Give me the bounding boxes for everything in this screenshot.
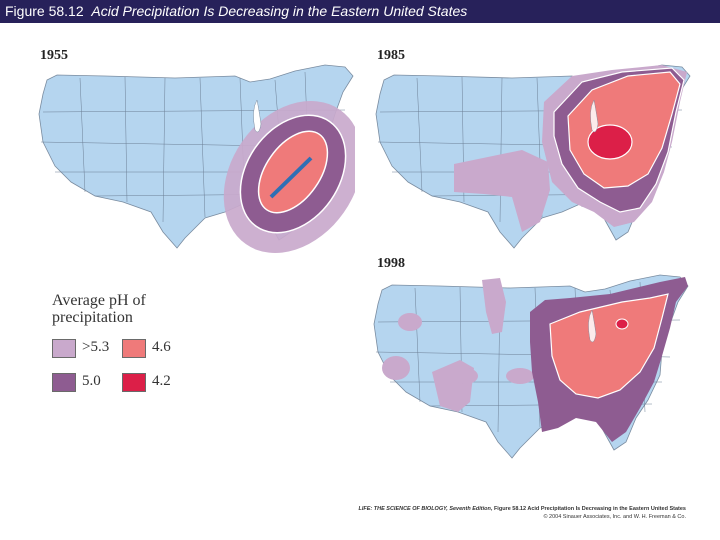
- figure-title: Figure 58.12 Acid Precipitation Is Decre…: [5, 3, 467, 19]
- title-bar: Figure 58.12 Acid Precipitation Is Decre…: [0, 0, 720, 23]
- ph-zone-5.3-blob-d-1998: [454, 368, 478, 384]
- lake-michigan-1985: [590, 99, 599, 133]
- ph-zone-5.3-blob-a-1998: [398, 313, 422, 331]
- map-1998: [373, 274, 689, 459]
- legend-label-4.2: 4.2: [152, 373, 171, 389]
- credit-figure: , Figure 58.12 Acid Precipitation Is Dec…: [490, 506, 686, 512]
- legend-swatch-5.0: [52, 373, 76, 392]
- ph-zone-5.3-blob-b-1998: [382, 356, 410, 380]
- ph-zone-5.3-band-1985: [454, 150, 550, 232]
- legend-label-5.3: >5.3: [82, 339, 110, 355]
- ph-zone-4.6-1998: [549, 293, 669, 399]
- figure-label: Figure 58.12: [5, 3, 84, 19]
- legend-title-line2: precipitation: [52, 309, 133, 326]
- ph-zone-5.3-north-1998: [482, 278, 506, 334]
- legend-title-line1: Average pH of: [52, 292, 146, 309]
- legend-label-4.6: 4.6: [152, 339, 171, 355]
- year-label-1985: 1985: [377, 48, 405, 63]
- credit-block: LIFE: THE SCIENCE OF BIOLOGY, Seventh Ed…: [358, 505, 686, 521]
- figure-title-text: Acid Precipitation Is Decreasing in the …: [91, 3, 468, 19]
- lake-michigan-1955: [253, 99, 262, 133]
- credit-book: LIFE: THE SCIENCE OF BIOLOGY, Seventh Ed…: [358, 506, 491, 512]
- map-1955: [38, 64, 355, 254]
- legend-title: Average pH of precipitation: [52, 292, 146, 326]
- legend-label-5.0: 5.0: [82, 373, 101, 389]
- ph-zone-4.2-1985: [587, 124, 633, 160]
- year-label-1955: 1955: [40, 48, 68, 63]
- ph-zone-5.3-blob-c-1998: [506, 368, 534, 384]
- ph-zone-4.2-1998: [615, 318, 629, 330]
- credit-line-1: LIFE: THE SCIENCE OF BIOLOGY, Seventh Ed…: [358, 505, 686, 513]
- legend-swatch-4.6: [122, 339, 146, 358]
- year-label-1998: 1998: [377, 256, 405, 271]
- map-1985: [375, 64, 691, 249]
- credit-line-2: © 2004 Sinauer Associates, Inc. and W. H…: [543, 514, 686, 520]
- legend-swatch-5.3: [52, 339, 76, 358]
- lake-michigan-1998: [588, 309, 597, 343]
- blue-arrow-1955: [269, 156, 313, 199]
- legend-swatch-4.2: [122, 373, 146, 392]
